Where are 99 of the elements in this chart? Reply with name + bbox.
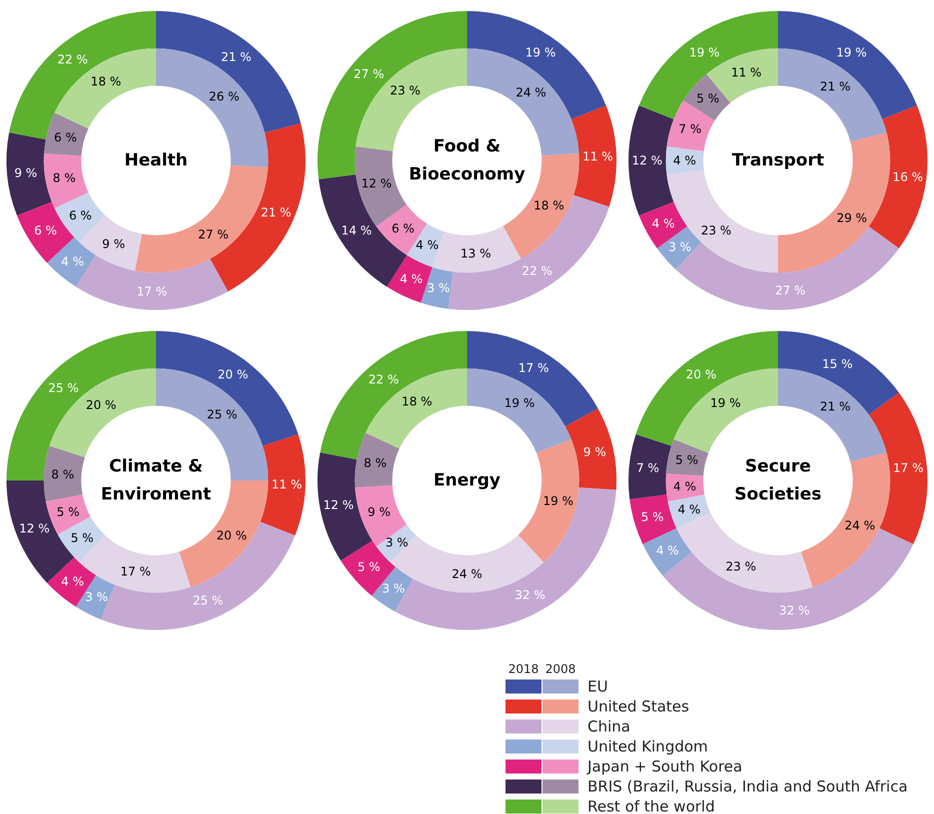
data-label: 5 %: [640, 510, 664, 524]
data-label: 17 %: [120, 564, 151, 579]
data-label: 3 %: [85, 590, 108, 604]
data-label: 29 %: [836, 210, 868, 225]
text: Health: [124, 150, 188, 170]
data-label: 21 %: [820, 80, 851, 94]
data-label: 19 %: [542, 494, 574, 508]
data-label: 8 %: [51, 468, 74, 482]
data-label: 4 %: [673, 479, 696, 494]
data-label: 12 %: [19, 522, 50, 536]
legend-label: BRIS (Brazil, Russia, India and South Africa: [588, 778, 908, 796]
data-label: 22 %: [368, 372, 399, 387]
data-label: 25 %: [192, 594, 224, 608]
data-label: 23 %: [726, 559, 756, 574]
data-label: 27 %: [198, 227, 229, 242]
data-label: 16 %: [892, 170, 924, 184]
data-label: 3 %: [382, 582, 405, 596]
data-label: 17 %: [518, 360, 549, 375]
data-label: 3 %: [385, 535, 408, 550]
data-label: 20 %: [86, 398, 116, 412]
data-label: 9 %: [368, 505, 391, 520]
legend-label: Rest of the world: [588, 798, 715, 814]
data-label: 7 %: [678, 122, 702, 136]
data-label: 6 %: [54, 130, 77, 144]
slice-label: 2008: [545, 662, 576, 676]
data-label: 8 %: [52, 171, 76, 186]
data-label: 19 %: [504, 396, 535, 410]
data-label: 12 %: [323, 498, 354, 512]
data-label: 17 %: [136, 284, 168, 298]
data-label: 19 %: [689, 45, 720, 60]
data-label: 24 %: [844, 518, 876, 533]
data-label: 12 %: [361, 176, 392, 191]
data-label: 4 %: [400, 272, 423, 286]
legend-label: China: [588, 718, 630, 736]
data-label: 18 %: [90, 74, 122, 89]
data-label: 22 %: [57, 52, 88, 67]
data-label: 21 %: [260, 205, 292, 220]
data-label: 6 %: [34, 224, 57, 238]
data-label: 8 %: [364, 456, 387, 470]
data-label: 19 %: [836, 45, 867, 60]
data-label: 18 %: [534, 198, 564, 213]
data-label: 5 %: [675, 453, 698, 468]
data-label: 32 %: [514, 588, 546, 602]
data-label: 18 %: [402, 394, 432, 409]
data-label: 6 %: [392, 222, 414, 236]
data-label: 19 %: [710, 396, 741, 410]
data-label: 26 %: [208, 90, 240, 104]
data-label: 20 %: [218, 368, 248, 382]
data-label: 12 %: [632, 154, 662, 168]
data-label: 5 %: [56, 505, 80, 520]
text: Secure Societies: [734, 456, 822, 504]
data-label: 4 %: [673, 154, 696, 168]
text: Food & Bioeconomy: [408, 136, 526, 184]
data-label: 20 %: [686, 368, 716, 382]
data-label: 27 %: [775, 284, 806, 298]
data-label: 24 %: [452, 566, 482, 581]
legend-label: United Kingdom: [588, 738, 708, 756]
data-label: 9 %: [583, 444, 606, 459]
data-label: 11 %: [582, 149, 614, 164]
slice-label: 2018: [508, 662, 539, 676]
data-label: 4 %: [61, 254, 84, 268]
data-label: 5 %: [696, 92, 720, 106]
data-label: 4 %: [678, 502, 701, 516]
legend-label: EU: [588, 678, 608, 696]
data-label: 3 %: [427, 281, 450, 296]
data-label: 23 %: [390, 83, 420, 98]
data-label: 25 %: [206, 407, 238, 422]
data-label: 22 %: [522, 264, 552, 278]
data-label: 3 %: [668, 240, 692, 254]
data-label: 9 %: [14, 166, 38, 180]
data-label: 13 %: [460, 246, 492, 261]
data-label: 7 %: [636, 461, 660, 476]
data-label: 32 %: [779, 603, 810, 618]
text: Energy: [434, 470, 500, 490]
text: Climate & Enviroment: [100, 456, 212, 504]
data-label: 27 %: [354, 66, 384, 81]
data-label: 4 %: [656, 544, 679, 558]
data-label: 25 %: [48, 380, 79, 395]
data-label: 14 %: [341, 224, 372, 238]
data-label: 6 %: [68, 208, 92, 222]
legend-label: Japan + South Korea: [586, 758, 742, 776]
data-label: 21 %: [820, 400, 851, 414]
data-label: 9 %: [102, 236, 126, 251]
data-label: 4 %: [416, 238, 439, 252]
data-label: 15 %: [822, 356, 853, 371]
data-label: 11 %: [272, 478, 302, 492]
data-label: 11 %: [731, 66, 762, 80]
data-label: 21 %: [220, 50, 252, 64]
data-label: 4 %: [652, 216, 675, 231]
data-label: 24 %: [516, 85, 546, 100]
data-label: 19 %: [525, 45, 556, 60]
data-label: 5 %: [70, 530, 94, 545]
data-label: 5 %: [357, 560, 380, 574]
data-label: 20 %: [216, 528, 247, 542]
text: Transport: [732, 150, 824, 170]
data-label: 4 %: [61, 574, 84, 588]
data-label: 17 %: [893, 461, 924, 476]
legend-label: United States: [588, 698, 690, 716]
data-label: 23 %: [700, 224, 732, 238]
